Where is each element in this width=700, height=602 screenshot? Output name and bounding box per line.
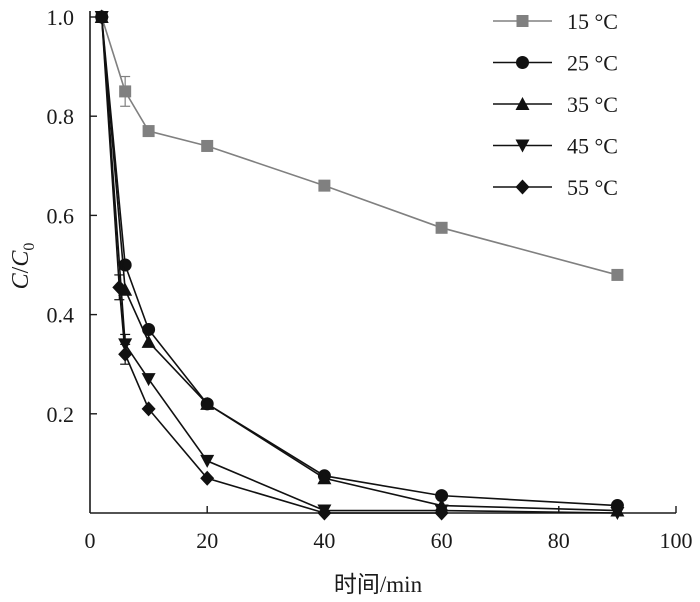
y-axis-title-c0: C bbox=[8, 250, 34, 267]
y-axis-title-subscript: 0 bbox=[21, 243, 38, 251]
series-line bbox=[100, 16, 618, 514]
data-point bbox=[611, 268, 624, 281]
series-line bbox=[100, 16, 442, 514]
x-tick-label: 20 bbox=[196, 528, 218, 553]
x-tick-label: 100 bbox=[660, 528, 693, 553]
y-axis-title: C/C0 bbox=[8, 243, 38, 290]
data-point bbox=[610, 507, 625, 520]
data-point bbox=[141, 401, 156, 417]
y-tick-label: 1.0 bbox=[47, 5, 75, 30]
legend-label: 55 °C bbox=[567, 175, 618, 200]
data-point bbox=[435, 221, 448, 234]
data-point bbox=[200, 454, 215, 468]
data-point bbox=[141, 334, 156, 348]
y-axis-title-c: C bbox=[8, 272, 34, 289]
series-layer bbox=[94, 9, 625, 521]
legend-marker bbox=[515, 97, 530, 110]
data-point bbox=[201, 139, 214, 152]
legend-label: 45 °C bbox=[567, 134, 618, 159]
data-point bbox=[142, 125, 155, 138]
data-point bbox=[318, 179, 331, 192]
data-point bbox=[435, 489, 449, 503]
data-point bbox=[112, 279, 127, 295]
y-tick-label: 0.2 bbox=[47, 402, 75, 427]
data-point bbox=[434, 505, 449, 521]
data-point bbox=[119, 85, 132, 98]
y-tick-label: 0.4 bbox=[47, 303, 75, 328]
data-point bbox=[200, 396, 215, 410]
legend-marker bbox=[515, 179, 530, 195]
legend-entry: 25 °C bbox=[493, 51, 618, 76]
x-tick-label: 40 bbox=[313, 528, 335, 553]
legend-label: 35 °C bbox=[567, 92, 618, 117]
data-point bbox=[94, 9, 109, 25]
series-2 bbox=[95, 10, 624, 513]
legend-marker bbox=[516, 56, 529, 69]
data-point bbox=[118, 346, 133, 362]
x-tick-label: 80 bbox=[548, 528, 570, 553]
x-axis-title: 时间/min bbox=[334, 572, 423, 597]
series-3 bbox=[94, 10, 625, 517]
x-tick-label: 60 bbox=[431, 528, 453, 553]
data-point bbox=[317, 471, 332, 485]
legend-entry: 45 °C bbox=[493, 134, 618, 159]
series-line bbox=[100, 16, 618, 512]
y-axis-title-slash: / bbox=[8, 266, 34, 273]
series-5 bbox=[94, 9, 449, 521]
x-tick-label: 0 bbox=[85, 528, 96, 553]
legend-label: 25 °C bbox=[567, 51, 618, 76]
series-line bbox=[100, 16, 618, 507]
legend-marker bbox=[515, 139, 530, 153]
data-point bbox=[141, 373, 156, 387]
y-tick-label: 0.8 bbox=[47, 104, 75, 129]
data-point bbox=[317, 505, 332, 521]
series-4 bbox=[94, 11, 625, 520]
data-point bbox=[118, 258, 132, 272]
legend-entry: 35 °C bbox=[493, 92, 618, 117]
legend-label: 15 °C bbox=[567, 9, 618, 34]
legend: 15 °C 25 °C 35 °C 45 °C 55 °C bbox=[493, 9, 618, 200]
y-tick-label: 0.6 bbox=[47, 203, 75, 228]
data-point bbox=[142, 322, 156, 336]
legend-marker bbox=[516, 15, 529, 27]
legend-entry: 15 °C bbox=[493, 9, 618, 34]
legend-entry: 55 °C bbox=[493, 175, 618, 200]
axes: 0 20 40 60 80 100 0.2 0.4 0.6 0.8 1.0 bbox=[47, 5, 693, 553]
data-point bbox=[200, 470, 215, 486]
